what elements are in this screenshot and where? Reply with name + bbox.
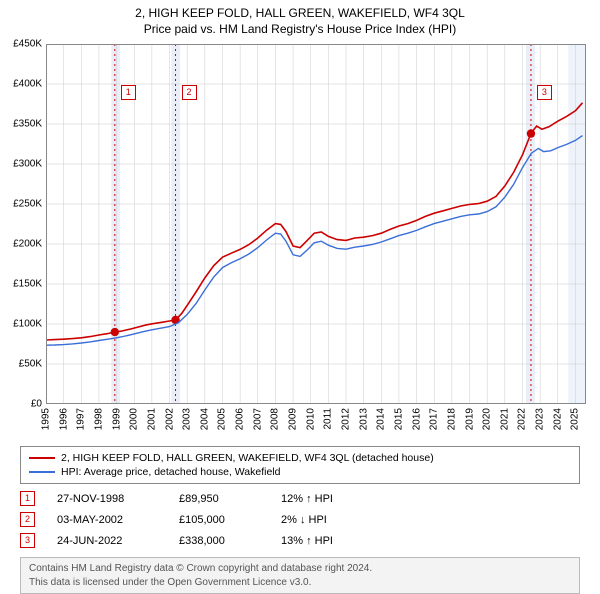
legend-label: 2, HIGH KEEP FOLD, HALL GREEN, WAKEFIELD… — [61, 452, 434, 464]
y-axis-label: £150K — [2, 279, 42, 290]
y-axis-label: £450K — [2, 39, 42, 50]
y-axis-label: £50K — [2, 359, 42, 370]
x-axis-labels: 1995199619971998199920002001200220032004… — [46, 404, 586, 440]
x-axis-label: 2000 — [129, 408, 140, 430]
x-axis-label: 2010 — [305, 408, 316, 430]
legend-box: 2, HIGH KEEP FOLD, HALL GREEN, WAKEFIELD… — [20, 446, 580, 484]
x-axis-label: 2013 — [358, 408, 369, 430]
y-axis-label: £250K — [2, 199, 42, 210]
y-axis-label: £200K — [2, 239, 42, 250]
chart-marker-1: 1 — [121, 85, 136, 100]
footer-line-2: This data is licensed under the Open Gov… — [29, 576, 571, 590]
x-axis-label: 2014 — [376, 408, 387, 430]
x-axis-label: 2016 — [411, 408, 422, 430]
x-axis-label: 2022 — [517, 408, 528, 430]
chart-marker-3: 3 — [537, 85, 552, 100]
transaction-price: £105,000 — [179, 514, 259, 526]
x-axis-label: 2021 — [499, 408, 510, 430]
x-axis-label: 2002 — [164, 408, 175, 430]
x-axis-label: 1995 — [41, 408, 52, 430]
y-axis-label: £0 — [2, 399, 42, 410]
transaction-price: £89,950 — [179, 493, 259, 505]
legend-swatch — [29, 471, 55, 473]
transaction-date: 27-NOV-1998 — [57, 493, 157, 505]
x-axis-label: 2009 — [288, 408, 299, 430]
legend-label: HPI: Average price, detached house, Wake… — [61, 466, 280, 478]
transaction-diff: 2% ↓ HPI — [281, 514, 381, 526]
x-axis-label: 2020 — [482, 408, 493, 430]
x-axis-label: 1997 — [76, 408, 87, 430]
transaction-date: 24-JUN-2022 — [57, 535, 157, 547]
footer-line-1: Contains HM Land Registry data © Crown c… — [29, 562, 571, 576]
x-axis-label: 2005 — [217, 408, 228, 430]
attribution-footer: Contains HM Land Registry data © Crown c… — [20, 557, 580, 594]
x-axis-label: 2012 — [341, 408, 352, 430]
title-line-2: Price paid vs. HM Land Registry's House … — [0, 20, 600, 38]
transaction-marker: 2 — [20, 512, 35, 527]
y-axis-label: £400K — [2, 79, 42, 90]
chart-marker-2: 2 — [182, 85, 197, 100]
x-axis-label: 2019 — [464, 408, 475, 430]
x-axis-label: 2006 — [235, 408, 246, 430]
transaction-row: 2 03-MAY-2002 £105,000 2% ↓ HPI — [20, 509, 580, 530]
x-axis-label: 2023 — [535, 408, 546, 430]
legend-swatch — [29, 457, 55, 459]
transaction-row: 3 24-JUN-2022 £338,000 13% ↑ HPI — [20, 530, 580, 551]
transaction-marker: 3 — [20, 533, 35, 548]
x-axis-label: 2018 — [446, 408, 457, 430]
x-axis-label: 1998 — [93, 408, 104, 430]
chart-area: £0£50K£100K£150K£200K£250K£300K£350K£400… — [46, 44, 586, 404]
y-axis-label: £350K — [2, 119, 42, 130]
y-axis-label: £100K — [2, 319, 42, 330]
transaction-price: £338,000 — [179, 535, 259, 547]
x-axis-label: 1996 — [58, 408, 69, 430]
transactions-table: 1 27-NOV-1998 £89,950 12% ↑ HPI 2 03-MAY-2002… — [20, 488, 580, 551]
transaction-diff: 12% ↑ HPI — [281, 493, 381, 505]
x-axis-label: 2015 — [393, 408, 404, 430]
legend-row: 2, HIGH KEEP FOLD, HALL GREEN, WAKEFIELD… — [29, 451, 571, 465]
x-axis-label: 2003 — [182, 408, 193, 430]
transaction-diff: 13% ↑ HPI — [281, 535, 381, 547]
transaction-date: 03-MAY-2002 — [57, 514, 157, 526]
x-axis-label: 1999 — [111, 408, 122, 430]
y-axis-label: £300K — [2, 159, 42, 170]
x-axis-label: 2008 — [270, 408, 281, 430]
x-axis-label: 2025 — [570, 408, 581, 430]
legend-row: HPI: Average price, detached house, Wake… — [29, 465, 571, 479]
x-axis-label: 2001 — [146, 408, 157, 430]
x-axis-label: 2011 — [323, 408, 334, 430]
x-axis-label: 2007 — [252, 408, 263, 430]
x-axis-label: 2017 — [429, 408, 440, 430]
transaction-marker: 1 — [20, 491, 35, 506]
x-axis-label: 2024 — [552, 408, 563, 430]
x-axis-label: 2004 — [199, 408, 210, 430]
transaction-row: 1 27-NOV-1998 £89,950 12% ↑ HPI — [20, 488, 580, 509]
title-line-1: 2, HIGH KEEP FOLD, HALL GREEN, WAKEFIELD… — [0, 0, 600, 20]
